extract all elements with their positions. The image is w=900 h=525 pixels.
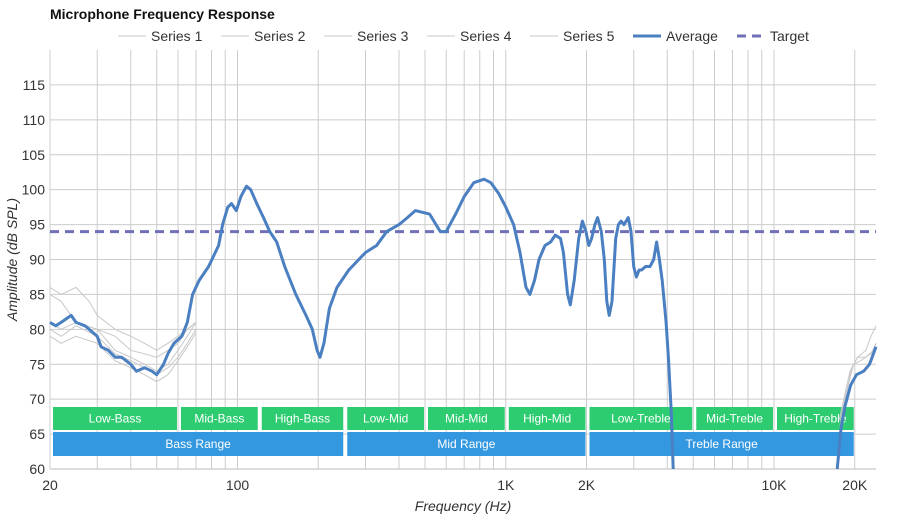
series-line-series-5 — [49, 321, 197, 372]
x-tick-label: 20 — [42, 477, 58, 493]
y-tick-label: 95 — [29, 217, 45, 233]
band-bottom-label: Mid Range — [437, 437, 495, 451]
x-tick-label: 1K — [497, 477, 515, 493]
band-top-label: High-Bass — [275, 412, 330, 426]
axes: 60 65 70 75 80 85 90 95 100 105 110 115 20 100 1K 2K 10K… — [4, 77, 868, 514]
series-line-extra — [840, 343, 877, 421]
legend-label-series-3: Series 3 — [357, 28, 409, 44]
legend-label-target: Target — [770, 28, 809, 44]
legend-label-series-4: Series 4 — [460, 28, 512, 44]
band-bottom-treble-range — [589, 432, 854, 456]
band-bottom-bass-range — [53, 432, 344, 456]
legend-label-average: Average — [666, 28, 718, 44]
band-bottom-mid-range — [347, 432, 586, 456]
band-top-label: Low-Treble — [611, 412, 671, 426]
y-tick-label: 105 — [22, 147, 46, 163]
series-lines — [49, 177, 878, 470]
x-axis-title: Frequency (Hz) — [415, 498, 511, 514]
chart-title: Microphone Frequency Response — [50, 6, 275, 22]
y-tick-label: 90 — [29, 252, 45, 268]
legend-label-series-1: Series 1 — [151, 28, 203, 44]
band-top-high-mid — [508, 407, 586, 430]
band-top-low-mid — [347, 407, 425, 430]
band-top-label: High-Treble — [784, 412, 847, 426]
y-tick-label: 115 — [23, 77, 46, 93]
band-top-label: Mid-Mid — [445, 412, 488, 426]
band-top-mid-treble — [696, 407, 774, 430]
series-line-series-2 — [49, 325, 197, 376]
y-tick-label: 85 — [29, 286, 45, 302]
band-top-label: Mid-Bass — [194, 412, 244, 426]
series-line-series-1 — [49, 293, 197, 358]
band-top-low-treble — [589, 407, 693, 430]
band-top-mid-mid — [428, 407, 505, 430]
x-tick-label: 2K — [578, 477, 596, 493]
band-bottom-label: Bass Range — [165, 437, 231, 451]
y-tick-label: 70 — [29, 391, 45, 407]
band-top-mid-bass — [180, 407, 258, 430]
band-top-high-bass — [261, 407, 344, 430]
x-tick-label: 20K — [842, 477, 868, 493]
band-top-label: Low-Bass — [89, 412, 142, 426]
y-tick-label: 80 — [29, 321, 45, 337]
legend-label-series-5: Series 5 — [563, 28, 615, 44]
y-tick-label: 65 — [29, 426, 45, 442]
legend-label-series-2: Series 2 — [254, 28, 306, 44]
y-tick-label: 100 — [22, 182, 46, 198]
series-line-average-tail — [835, 346, 878, 470]
band-top-low-bass — [53, 407, 177, 430]
x-tick-label: 100 — [226, 477, 250, 493]
y-tick-label: 60 — [29, 461, 45, 477]
grid — [49, 50, 876, 470]
x-tick-label: 10K — [762, 477, 788, 493]
band-top-high-treble — [777, 407, 854, 430]
series-line-series-3 — [49, 286, 197, 351]
legend: Series 1 Series 2 Series 3 Series 4 Series 5… — [118, 28, 809, 44]
frequency-bands: Low-Bass Mid-Bass High-Bass Low-Mid Mid-Mid H… — [53, 407, 854, 456]
band-top-label: Low-Mid — [363, 412, 408, 426]
series-line-average — [49, 177, 675, 470]
y-axis-title: Amplitude (dB SPL) — [4, 198, 20, 322]
band-bottom-label: Treble Range — [686, 437, 759, 451]
band-top-label: Mid-Treble — [706, 412, 763, 426]
y-tick-label: 75 — [29, 356, 45, 372]
band-top-label: High-Mid — [523, 412, 571, 426]
y-tick-label: 110 — [23, 112, 46, 128]
